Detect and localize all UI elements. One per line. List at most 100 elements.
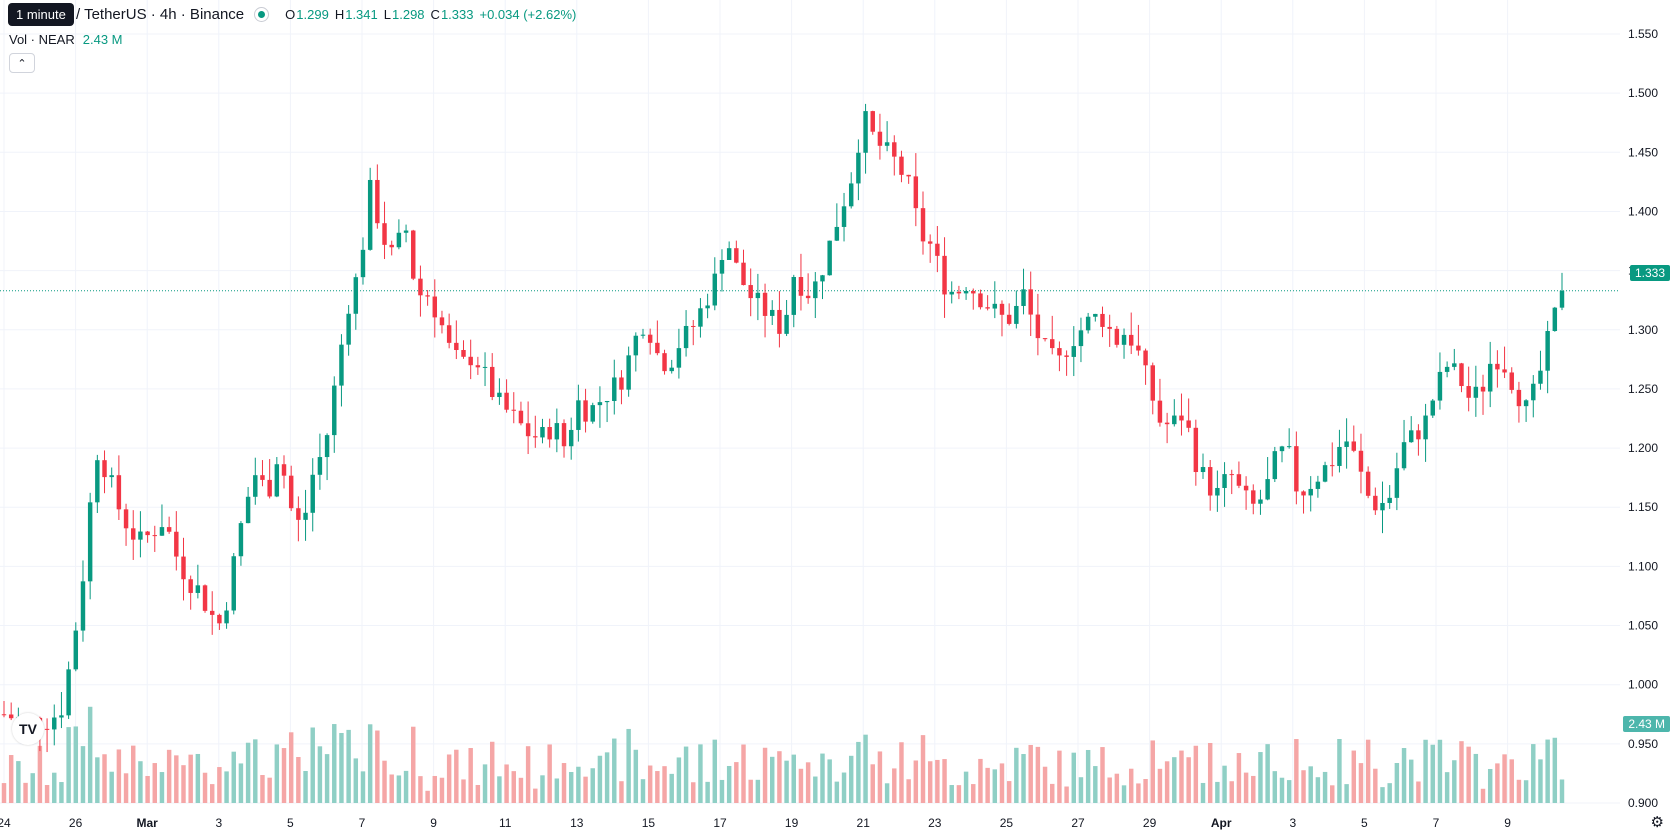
time-tick-label: 27 xyxy=(1071,816,1085,830)
price-tick-label: 1.400 xyxy=(1628,204,1658,218)
candle-body xyxy=(1430,400,1435,416)
volume-bar xyxy=(798,768,804,803)
candle-body xyxy=(1207,467,1213,496)
volume-bar xyxy=(1502,754,1507,803)
volume-series xyxy=(1,706,1565,803)
candle-body xyxy=(303,512,308,520)
candle-body xyxy=(489,366,495,397)
volume-bar xyxy=(647,765,653,803)
candle-body xyxy=(892,142,897,157)
volume-bar xyxy=(1172,757,1177,803)
volume-bar xyxy=(612,738,617,803)
volume-bar xyxy=(432,775,438,803)
volume-bar xyxy=(669,773,674,803)
volume-bar xyxy=(23,782,28,803)
candle-body xyxy=(339,344,344,386)
candle-body xyxy=(698,308,703,327)
time-tick-label: 26 xyxy=(69,816,83,830)
volume-bar xyxy=(892,768,897,803)
candle-body xyxy=(1121,334,1127,345)
gear-icon[interactable]: ⚙ xyxy=(1650,814,1664,831)
interval-tooltip: 1 minute xyxy=(8,3,74,26)
candle-body xyxy=(59,715,64,718)
time-tick-label: 13 xyxy=(570,816,584,830)
volume-bar xyxy=(1365,739,1371,803)
change-value: +0.034 (+2.62%) xyxy=(479,7,577,22)
volume-bar xyxy=(870,764,875,803)
candle-body xyxy=(446,325,452,343)
candle-body xyxy=(612,377,617,401)
volume-bar xyxy=(1265,744,1270,803)
candle-body xyxy=(346,313,351,345)
volume-bar xyxy=(1394,763,1400,803)
volume-legend[interactable]: Vol · NEAR 2.43 M xyxy=(9,32,123,47)
candle-body xyxy=(1229,474,1234,476)
volume-bar xyxy=(245,742,251,803)
candle-body xyxy=(705,305,710,309)
candle-body xyxy=(87,502,93,582)
volume-bar xyxy=(288,732,294,803)
volume-bar xyxy=(317,746,323,803)
volume-bar xyxy=(1136,783,1141,803)
price-tick-label: 0.900 xyxy=(1628,796,1658,810)
tradingview-logo-icon[interactable]: TV xyxy=(12,713,44,745)
volume-bar xyxy=(640,779,646,803)
candle-body xyxy=(1531,383,1536,401)
volume-bar xyxy=(906,779,911,803)
volume-bar xyxy=(123,773,129,803)
volume-bar xyxy=(942,759,947,803)
volume-bar xyxy=(267,777,272,803)
volume-bar xyxy=(418,776,423,803)
volume-bar xyxy=(174,755,179,803)
candle-body xyxy=(971,290,976,294)
volume-bar xyxy=(683,746,689,803)
candle-body xyxy=(245,496,251,524)
volume-bar xyxy=(748,779,753,803)
candle-body xyxy=(956,291,962,294)
volume-bar xyxy=(1251,775,1256,803)
candle-body xyxy=(1114,328,1120,345)
volume-bar xyxy=(109,771,114,803)
volume-bar xyxy=(145,775,150,803)
candle-body xyxy=(533,436,538,438)
volume-bar xyxy=(547,744,552,803)
price-tick-label: 1.550 xyxy=(1628,27,1658,41)
volume-bar xyxy=(1200,782,1206,803)
symbol-title[interactable]: / TetherUS · 4h · Binance xyxy=(76,6,245,23)
candle-body xyxy=(1344,441,1349,447)
candle-body xyxy=(655,342,660,354)
candle-body xyxy=(396,232,402,248)
candle-body xyxy=(813,281,818,299)
volume-bar xyxy=(655,771,660,803)
volume-bar xyxy=(1272,771,1278,803)
volume-bar xyxy=(1179,750,1184,803)
symbol-legend[interactable]: / TetherUS · 4h · Binance O 1.299 H 1.34… xyxy=(9,6,576,23)
candle-body xyxy=(1380,502,1385,511)
volume-bar xyxy=(439,777,445,803)
last-volume-badge: 2.43 M xyxy=(1623,716,1670,732)
candle-body xyxy=(461,350,466,357)
volume-bar xyxy=(1243,772,1249,803)
market-status-icon[interactable] xyxy=(254,7,270,22)
volume-bar xyxy=(1150,740,1155,803)
volume-bar xyxy=(1143,779,1148,803)
volume-bar xyxy=(1409,759,1414,803)
candle-body xyxy=(985,307,990,309)
volume-bar xyxy=(1229,781,1234,803)
volume-bar xyxy=(992,769,998,803)
open-value: 1.299 xyxy=(296,7,329,22)
candle-body xyxy=(712,273,718,306)
collapse-legend-button[interactable]: ⌃ xyxy=(9,53,35,73)
volume-bar xyxy=(138,761,143,803)
candle-body xyxy=(389,244,394,248)
candle-body xyxy=(324,435,330,458)
volume-bar xyxy=(446,754,452,803)
candle-body xyxy=(827,240,832,276)
candle-body xyxy=(310,474,315,513)
candle-body xyxy=(1136,345,1141,351)
volume-bar xyxy=(260,775,265,803)
time-tick-label: Apr xyxy=(1211,816,1232,830)
candle-body xyxy=(1093,313,1098,317)
volume-bar xyxy=(726,765,732,803)
